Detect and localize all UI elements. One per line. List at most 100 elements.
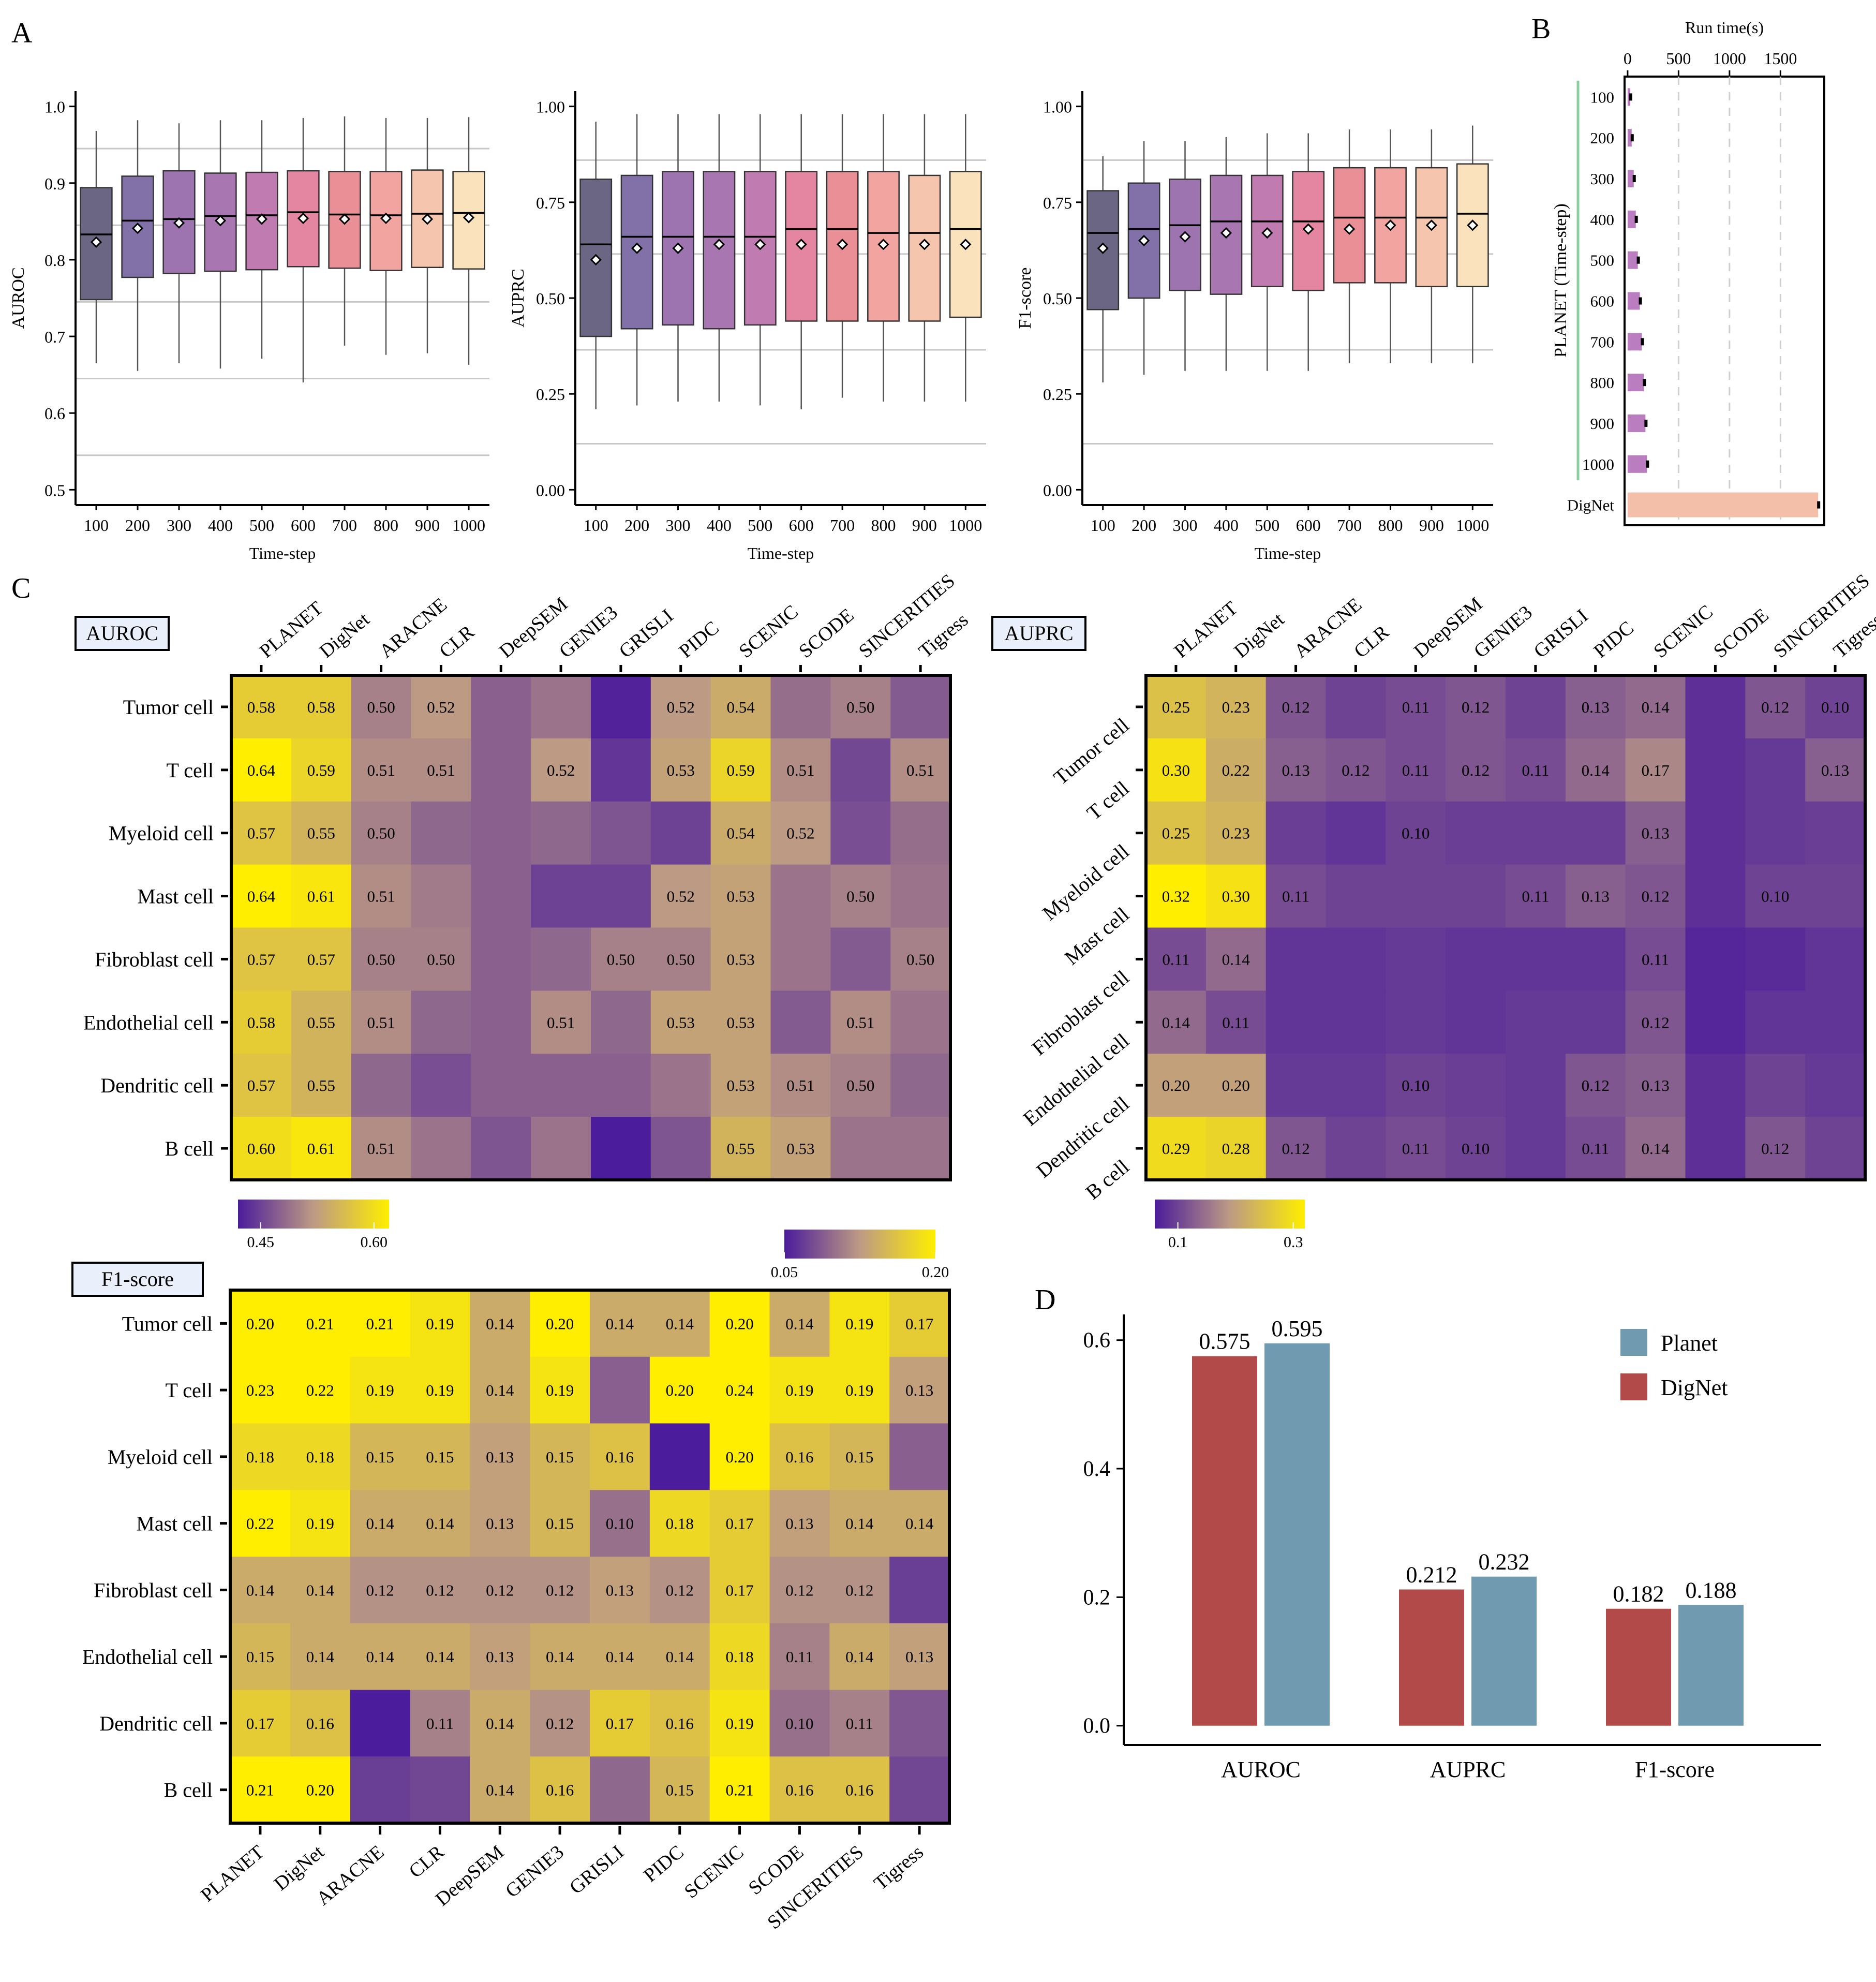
cell-value: 0.20 xyxy=(725,1448,753,1466)
heatmap-cell xyxy=(710,738,771,802)
heatmap-cell xyxy=(351,990,412,1054)
legend-label: DigNet xyxy=(1661,1375,1728,1400)
cell-value: 0.30 xyxy=(1222,888,1250,906)
mean-marker xyxy=(918,239,931,250)
box-600 xyxy=(287,170,320,268)
heatmap-cell xyxy=(350,1490,411,1557)
heatmap-cell xyxy=(769,1756,830,1824)
heatmap-cell xyxy=(231,675,292,739)
heatmap-cell xyxy=(710,927,771,991)
heatmap-cell xyxy=(590,1490,650,1557)
heatmap-cell xyxy=(650,927,711,991)
cell-value: 0.64 xyxy=(247,888,276,906)
heatmap-cell xyxy=(470,1557,530,1624)
x-tick-label: 900 xyxy=(415,516,440,535)
cell-value: 0.51 xyxy=(427,761,455,779)
cell-value: 0.11 xyxy=(426,1714,454,1733)
heatmap-cell xyxy=(650,1054,711,1117)
y-tick-label: 700 xyxy=(1590,333,1615,351)
heatmap-cell xyxy=(231,801,292,865)
heatmap-cell xyxy=(350,1690,411,1757)
heatmap-cell xyxy=(889,1756,950,1824)
heatmap-cell xyxy=(531,675,591,739)
cell-value: 0.12 xyxy=(1462,761,1490,779)
cell-value: 0.19 xyxy=(546,1381,574,1399)
heatmap-cell xyxy=(1386,990,1446,1054)
heatmap-cell xyxy=(531,864,591,928)
y-tick-label: 200 xyxy=(1590,129,1615,147)
cell-value: 0.51 xyxy=(786,761,814,779)
mean-marker xyxy=(1302,223,1314,235)
heatmap-cell xyxy=(471,1054,531,1117)
heatmap-cell xyxy=(291,738,352,802)
heatmap-cell xyxy=(889,1490,950,1557)
cell-value: 0.21 xyxy=(306,1314,334,1333)
x-tick-label: 300 xyxy=(1173,516,1198,535)
mean-marker xyxy=(631,242,643,254)
heatmap-cell xyxy=(829,1290,890,1357)
heatmap-cell xyxy=(351,1054,412,1117)
colorbar xyxy=(238,1200,389,1229)
heatmap-cell xyxy=(1565,990,1626,1054)
heatmap-AUPRC: 0.25 0.23 0.12 0.11 0.12 0.13 0.14 0.12 0.100.30… xyxy=(991,570,1876,1251)
cell-value: 0.14 xyxy=(306,1648,335,1666)
y-tick-label: 0.75 xyxy=(1043,194,1072,212)
x-tick-label: 700 xyxy=(830,516,855,535)
cell-value: 0.16 xyxy=(546,1781,574,1799)
heatmap-cell xyxy=(411,738,471,802)
cell-value: 0.51 xyxy=(367,1140,395,1158)
heatmap-cell xyxy=(649,1290,710,1357)
heatmap-cell xyxy=(650,990,711,1054)
heatmap-cell xyxy=(710,1054,771,1117)
cell-value: 0.22 xyxy=(1222,761,1250,779)
heatmap-cell xyxy=(1805,990,1866,1054)
cell-value: 0.13 xyxy=(606,1581,634,1599)
heatmap-cell xyxy=(350,1756,411,1824)
y-tick-label: 0.50 xyxy=(536,289,565,308)
column-label: GENIE3 xyxy=(501,1841,568,1902)
cell-value: 0.17 xyxy=(1641,761,1669,779)
x-tick-label: 900 xyxy=(912,516,937,535)
heatmap-cell xyxy=(1625,1054,1686,1117)
cell-value: 0.52 xyxy=(667,888,695,906)
heatmap-cell xyxy=(1685,1117,1746,1180)
row-label: Endothelial cell xyxy=(83,1011,214,1034)
heatmap-cell xyxy=(1745,1117,1806,1180)
heatmap-cell xyxy=(291,927,352,991)
y-tick-label: 1.00 xyxy=(536,98,565,116)
error-bar xyxy=(1629,93,1632,101)
heatmap-cell xyxy=(1265,927,1327,991)
x-axis-title: Time-step xyxy=(249,544,316,563)
cell-value: 0.51 xyxy=(367,1013,395,1031)
panel-label-B: B xyxy=(1531,13,1551,45)
column-label: SCENIC xyxy=(1649,601,1717,662)
column-label: PIDC xyxy=(675,617,723,662)
heatmap-cell xyxy=(590,1690,650,1757)
heatmap-cell xyxy=(411,1054,471,1117)
cell-value: 0.11 xyxy=(846,1714,873,1733)
heatmap-cell xyxy=(769,1423,830,1490)
mean-marker xyxy=(1179,231,1191,243)
heatmap-cell xyxy=(531,990,591,1054)
heatmap-cell xyxy=(1326,801,1386,865)
bar-value-label: 0.188 xyxy=(1686,1577,1737,1603)
heatmap-cell xyxy=(231,927,292,991)
heatmap-cell xyxy=(830,864,891,928)
heatmap-cell xyxy=(231,990,292,1054)
cell-value: 0.23 xyxy=(246,1381,274,1399)
heatmap-cell xyxy=(530,1290,590,1357)
cell-value: 0.12 xyxy=(546,1714,574,1733)
cell-value: 0.10 xyxy=(1462,1140,1490,1158)
row-label: Tumor cell xyxy=(123,696,214,719)
cell-value: 0.16 xyxy=(845,1781,873,1799)
bar-Planet-F1-score xyxy=(1678,1605,1744,1726)
heatmap-cell xyxy=(709,1423,770,1490)
cell-value: 0.15 xyxy=(246,1648,274,1666)
cell-value: 0.16 xyxy=(606,1448,634,1466)
y-tick-label: 0.00 xyxy=(1043,481,1072,499)
heatmap-cell xyxy=(889,1423,950,1490)
heatmap-cell xyxy=(1386,801,1446,865)
bar-value-label: 0.212 xyxy=(1406,1562,1457,1587)
x-axis-title: Time-step xyxy=(748,544,814,563)
